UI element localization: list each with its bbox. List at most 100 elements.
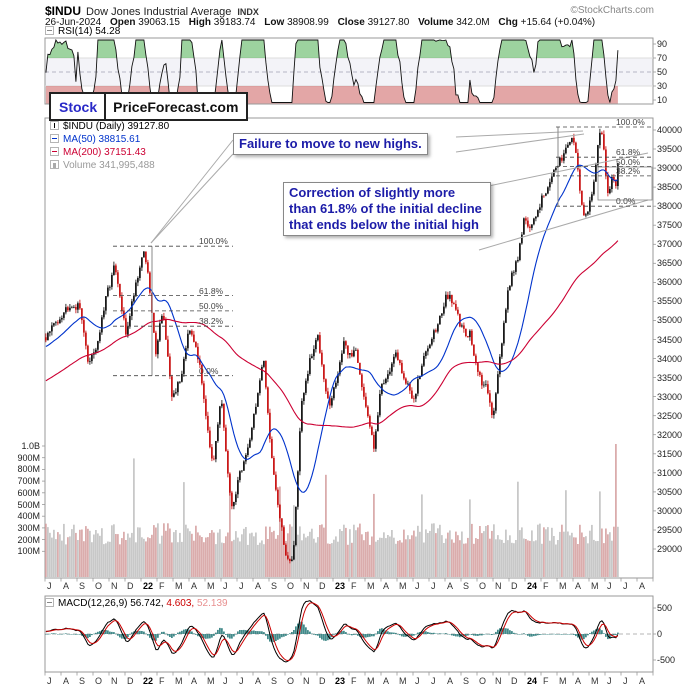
symbol: $INDU — [45, 4, 82, 18]
x-axis-month-label: D — [319, 581, 326, 591]
volume-axis-label: 800M — [17, 464, 40, 475]
chg-value: +15.64 (+0.04%) — [520, 17, 596, 28]
x-axis-month-label: D — [319, 676, 326, 686]
watermark-site: PriceForecast.com — [113, 98, 239, 115]
candlestick-icon — [50, 121, 59, 130]
x-axis-month-label: J — [431, 676, 436, 686]
x-axis-month-label: F — [351, 581, 357, 591]
rsi-label-row: RSI(14) 54.28 — [45, 26, 120, 37]
x-axis-month-label: A — [191, 676, 198, 686]
x-axis-month-label: A — [255, 581, 262, 591]
x-axis-month-label: A — [575, 581, 582, 591]
x-axis-month-label: N — [303, 581, 310, 591]
volume-axis-label: 300M — [17, 522, 40, 533]
stockcharts-copyright-link[interactable]: ©StockCharts.com — [570, 5, 654, 16]
price-axis-label: 34000 — [657, 353, 683, 364]
price-axis-label: 30000 — [657, 505, 683, 516]
x-axis-month-label: N — [495, 676, 502, 686]
watermark[interactable]: Stock PriceForecast.com — [49, 92, 249, 121]
x-axis-month-label: A — [383, 581, 390, 591]
x-axis-month-label: A — [639, 581, 646, 591]
legend-volume-row: Volume 341,995,488 — [50, 160, 155, 171]
close-label: Close — [337, 17, 365, 28]
price-axis-label: 33000 — [657, 391, 683, 402]
x-axis-month-label: F — [159, 676, 165, 686]
quote-date: 26-Jun-2024 — [45, 17, 102, 28]
price-axis-label: 35500 — [657, 296, 683, 307]
macd-value-hist: 4.603, — [166, 598, 195, 609]
x-axis-month-label: J — [623, 581, 628, 591]
exchange: INDX — [237, 7, 259, 17]
volume-value: 342.0M — [456, 17, 490, 28]
x-axis-month-label: M — [399, 676, 407, 686]
x-axis-month-label: O — [95, 676, 103, 686]
x-axis-month-label: M — [559, 676, 567, 686]
x-axis-month-label: J — [607, 581, 612, 591]
x-axis-month-label: O — [479, 581, 487, 591]
rsi-axis-label: 30 — [657, 81, 668, 91]
legend-series-row: $INDU (Daily) 39127.80 — [50, 121, 169, 132]
price-axis-label: 29000 — [657, 544, 683, 554]
quote-line: 26-Jun-2024 Open 39063.15 High 39183.74 … — [45, 17, 595, 28]
price-axis-label: 29500 — [657, 524, 683, 535]
symbol-name: Dow Jones Industrial Average — [86, 6, 232, 18]
close-value: 39127.80 — [367, 17, 410, 28]
chart-header: $INDU Dow Jones Industrial Average INDX — [45, 4, 259, 18]
high-label: High — [188, 17, 211, 28]
x-axis-month-label: N — [111, 676, 118, 686]
volume-bars-icon — [50, 160, 59, 169]
watermark-brand: Stock — [59, 98, 98, 115]
x-axis-month-label: M — [207, 676, 215, 686]
macd-axis-label: 0 — [657, 629, 663, 639]
fib-level-label: 100.0% — [616, 117, 645, 127]
x-axis-month-label: J — [223, 581, 228, 591]
macd-name: MACD(12,26,9) — [58, 598, 128, 609]
x-axis-month-label: N — [111, 581, 118, 591]
open-value: 39063.15 — [138, 17, 180, 28]
x-axis-month-label: J — [415, 676, 420, 686]
volume-label: Volume — [418, 17, 454, 28]
fib-level-label: 50.0% — [199, 300, 224, 311]
chg-label: Chg — [498, 17, 518, 28]
x-axis-month-label: A — [191, 581, 198, 591]
x-axis-month-label: M — [591, 581, 599, 591]
x-axis-month-label: M — [367, 581, 375, 591]
legend-series: $INDU (Daily) 39127.80 — [63, 121, 170, 132]
price-axis-label: 32500 — [657, 410, 683, 421]
x-axis-month-label: 22 — [143, 676, 154, 686]
x-axis-month-label: M — [175, 581, 183, 591]
x-axis-month-label: A — [63, 676, 70, 686]
x-axis-month-label: M — [175, 676, 183, 686]
macd-value-signal: 52.139 — [197, 598, 228, 609]
volume-axis-label: 200M — [17, 534, 40, 545]
ma200-line-icon — [50, 147, 59, 156]
price-axis-label: 34500 — [657, 334, 683, 345]
annotation-failure: Failure to move to new highs. — [233, 133, 428, 155]
x-axis-month-label: J — [47, 581, 52, 591]
fib-level-label: 61.8% — [616, 147, 641, 158]
price-axis-label: 33500 — [657, 372, 683, 383]
x-axis-month-label: O — [287, 581, 295, 591]
annotation-correction: Correction of slightly more than 61.8% o… — [283, 182, 491, 236]
price-axis-label: 40000 — [657, 125, 683, 135]
fib-level-label: 61.8% — [199, 285, 224, 296]
low-label: Low — [264, 17, 285, 28]
x-axis-month-label: 22 — [143, 581, 154, 591]
fib-level-label: 0.0% — [199, 365, 219, 376]
price-axis-label: 31000 — [657, 467, 683, 478]
x-axis-month-label: S — [271, 676, 278, 686]
rsi-axis-label: 10 — [657, 95, 668, 105]
x-axis-month-label: 23 — [335, 581, 346, 591]
x-axis-month-label: 23 — [335, 676, 346, 686]
watermark-divider — [104, 94, 107, 119]
legend-volume: Volume 341,995,488 — [63, 160, 155, 171]
macd-axis-label: -500 — [657, 655, 676, 665]
x-axis-month-label: A — [383, 676, 390, 686]
fib-level-label: 50.0% — [616, 156, 641, 167]
price-axis-label: 39000 — [657, 163, 683, 174]
volume-axis-label: 700M — [17, 476, 40, 487]
volume-axis-label: 400M — [17, 511, 40, 522]
price-axis-label: 37500 — [657, 220, 683, 231]
